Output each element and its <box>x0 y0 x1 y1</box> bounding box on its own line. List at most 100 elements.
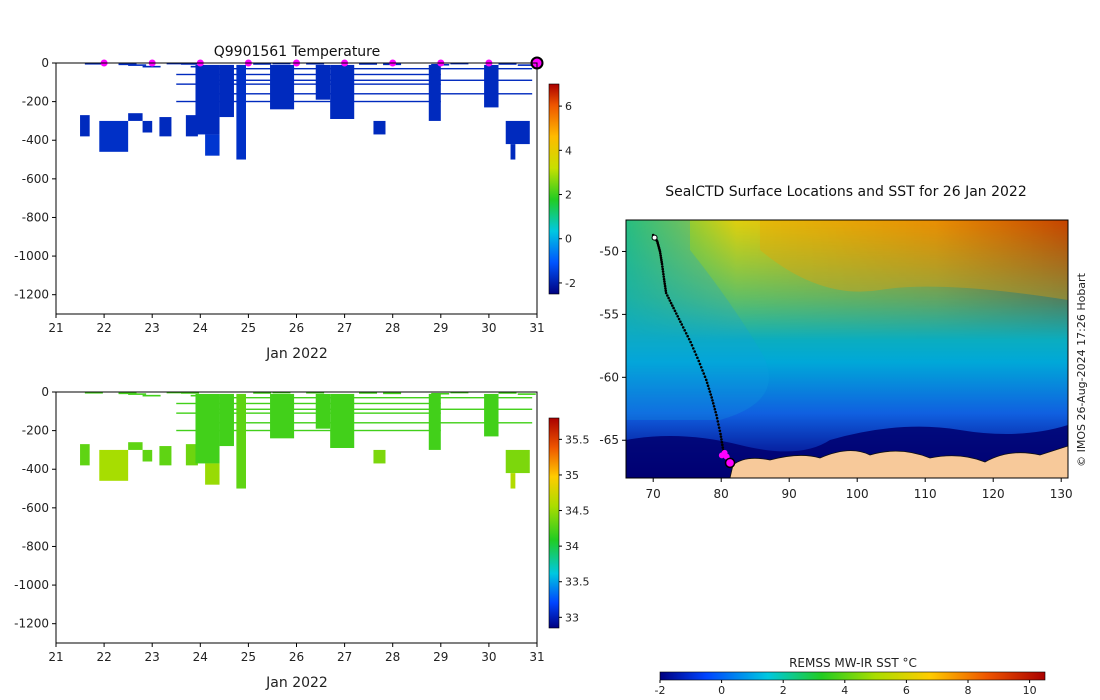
shallow-streak <box>84 62 103 65</box>
depth-level-line <box>176 83 441 85</box>
depth-level-line <box>214 93 533 95</box>
track-point <box>709 393 713 396</box>
track-point <box>706 384 710 388</box>
track-point <box>694 353 698 356</box>
sst-warm-region <box>626 220 1068 340</box>
profile-cast <box>128 113 143 121</box>
track-point <box>668 299 672 302</box>
temperature-colorbar <box>548 83 560 295</box>
profile-cast <box>159 117 172 137</box>
track-point <box>692 347 695 350</box>
shallow-streak <box>517 393 536 395</box>
shallow-streak <box>118 63 137 66</box>
profile-cast <box>185 444 198 466</box>
track-point <box>661 267 665 271</box>
x-tick-label: 21 <box>48 321 63 335</box>
y-tick-label: -1000 <box>14 249 49 263</box>
lat-tick-label: -65 <box>599 433 619 447</box>
lon-tick-label: 80 <box>714 487 729 501</box>
shallow-streak <box>450 62 469 65</box>
profile-cast <box>505 449 530 474</box>
x-tick-label: 30 <box>481 650 496 664</box>
profile-cast <box>428 64 441 121</box>
shallow-streak <box>181 392 200 394</box>
track-point <box>662 272 665 276</box>
shallow-streak <box>128 64 147 66</box>
colorbar-tick-label: 6 <box>565 100 572 113</box>
profile-cast <box>99 449 129 481</box>
x-tick-label: 26 <box>289 650 304 664</box>
track-point <box>659 254 662 257</box>
deployment-island <box>651 234 658 241</box>
track-point <box>660 260 663 264</box>
colorbar-tick-label: 0 <box>565 233 572 246</box>
y-tick-label: -1000 <box>14 578 49 592</box>
y-tick-label: -400 <box>22 133 49 147</box>
shallow-streak <box>166 62 185 65</box>
track-point <box>672 306 675 310</box>
shallow-streak <box>181 63 200 65</box>
profile-cast <box>195 64 220 135</box>
profile-cast <box>315 393 331 429</box>
sst-cool-tongue <box>626 220 769 420</box>
track-point <box>660 262 664 266</box>
shallow-streak <box>498 63 517 65</box>
lon-tick-label: 90 <box>782 487 797 501</box>
track-point <box>659 252 662 255</box>
shallow-streak <box>431 392 450 395</box>
x-tick-label: 31 <box>529 321 544 335</box>
x-tick-label: 23 <box>145 321 160 335</box>
x-tick-label: 26 <box>289 321 304 335</box>
x-tick-label: 25 <box>241 650 256 664</box>
depth-level-line <box>176 100 441 103</box>
temperature-y-axis: 0 -200 -400 -600 -800 -1000 -1200 <box>14 56 56 302</box>
track-point <box>721 446 725 449</box>
track-point <box>715 416 719 420</box>
profile-cast <box>80 115 90 137</box>
track-point <box>676 314 679 318</box>
profile-cast <box>185 115 198 137</box>
shallow-streak <box>272 62 291 65</box>
sst-tick-label: 10 <box>1023 684 1037 697</box>
track-point <box>664 291 668 295</box>
track-point <box>666 294 669 297</box>
y-tick-label: 0 <box>41 56 49 70</box>
track-point <box>669 301 673 305</box>
track-point <box>703 375 707 378</box>
profile-cast <box>205 134 220 156</box>
temperature-xlabel: Jan 2022 <box>265 346 328 362</box>
track-point <box>717 423 720 426</box>
track-point <box>663 282 667 286</box>
track-point <box>701 369 704 372</box>
track-point <box>662 275 666 278</box>
sst-colorbar <box>659 671 1046 681</box>
temperature-profiles <box>80 64 530 160</box>
salinity-plot-area <box>56 392 537 643</box>
profile-cast <box>219 64 234 118</box>
track-point <box>698 362 702 366</box>
profile-cast <box>142 120 153 133</box>
sst-colorbar-ticks: -2 0 2 4 6 8 10 <box>655 680 1037 697</box>
profile-cast <box>195 393 220 464</box>
track-point <box>707 387 711 390</box>
track-point <box>663 280 666 283</box>
track-point <box>704 378 708 382</box>
depth-level-line <box>176 429 441 432</box>
shallow-streak <box>383 392 402 395</box>
shallow-streak <box>253 63 272 65</box>
sst-tick-label: 2 <box>780 684 787 697</box>
map-title: SealCTD Surface Locations and SST for 26… <box>665 184 1026 200</box>
profile-cast <box>428 393 441 450</box>
shallow-streak <box>306 62 325 65</box>
x-tick-label: 25 <box>241 321 256 335</box>
y-tick-label: -400 <box>22 462 49 476</box>
profile-cast <box>80 444 90 466</box>
shallow-streak <box>118 392 137 395</box>
colorbar-tick-label: 2 <box>565 189 572 202</box>
track-point <box>699 365 703 369</box>
profile-cast <box>270 64 295 110</box>
profile-cast <box>330 393 355 448</box>
colorbar-tick-label: 33.5 <box>565 576 590 589</box>
profile-cast <box>219 393 234 447</box>
track-point <box>673 309 677 313</box>
